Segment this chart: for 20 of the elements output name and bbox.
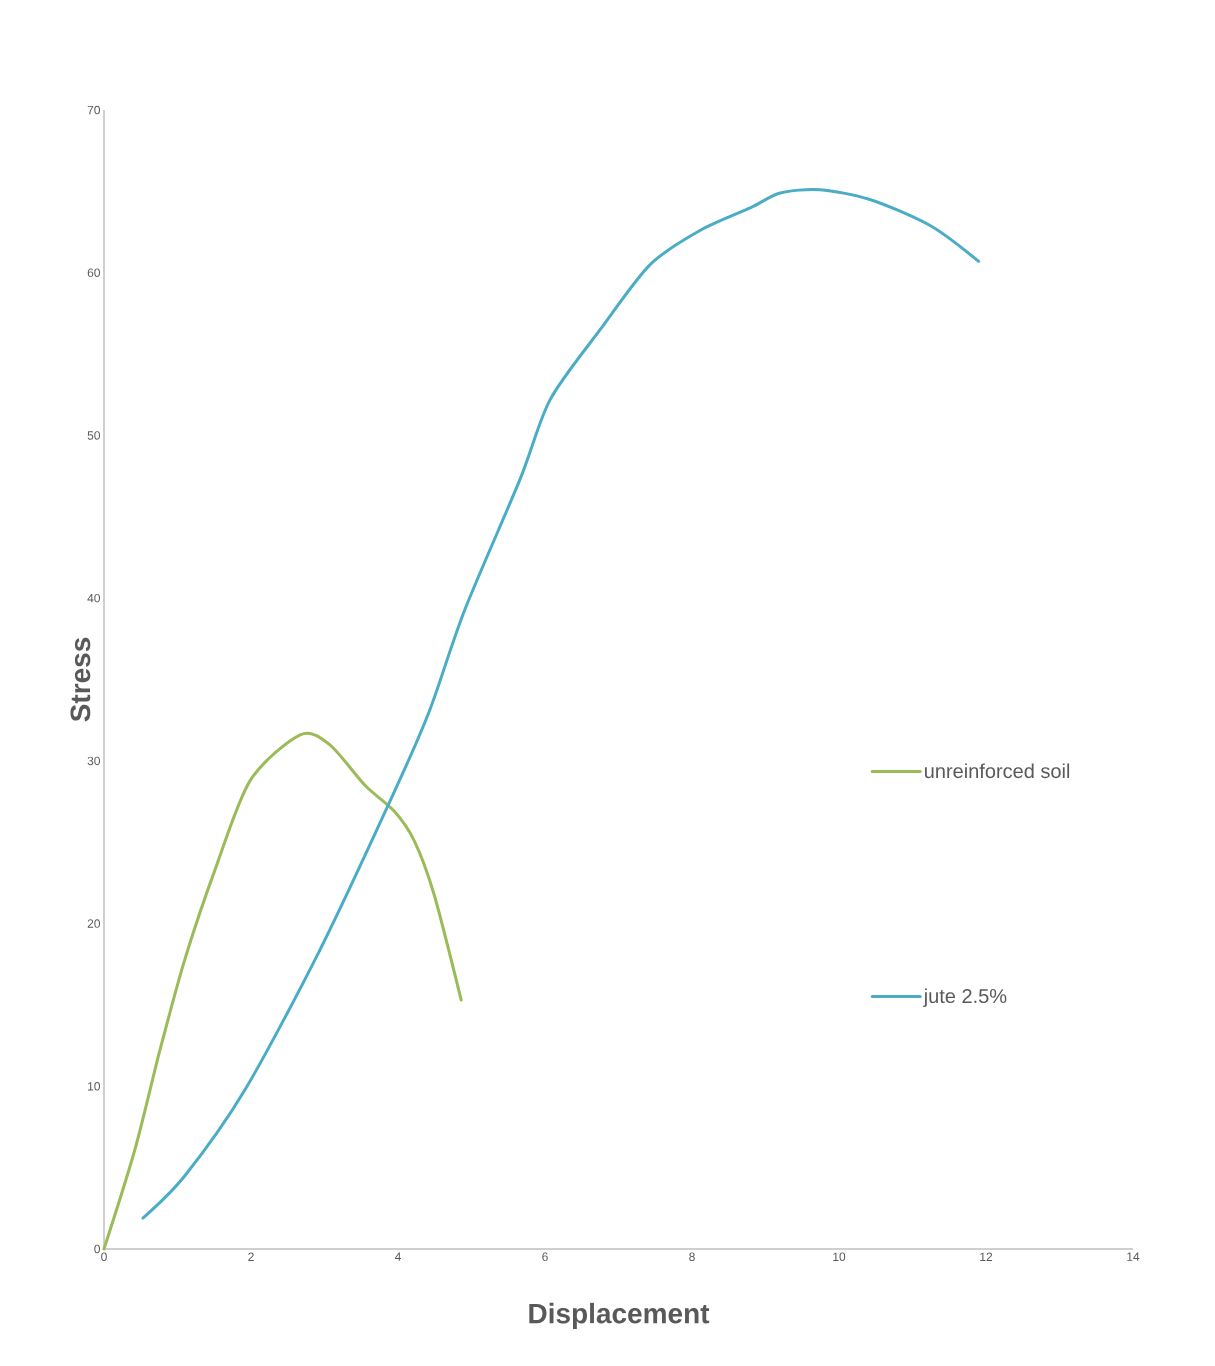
x-tick-label: 10 bbox=[833, 1252, 846, 1262]
y-tick-label: 60 bbox=[87, 268, 101, 277]
x-tick-label: 14 bbox=[1127, 1252, 1140, 1261]
x-axis-title: Displacement bbox=[529, 1302, 710, 1329]
y-tick-label: 70 bbox=[87, 105, 101, 115]
y-axis-title: Stress bbox=[70, 637, 91, 722]
y-tick-label: 0 bbox=[94, 1244, 101, 1254]
x-tick-label: 2 bbox=[248, 1252, 254, 1261]
y-tick-label: 20 bbox=[87, 919, 101, 928]
y-tick-label: 40 bbox=[87, 593, 101, 603]
legend-label: jute 2.5% bbox=[923, 988, 1007, 1008]
y-tick-label: 30 bbox=[87, 756, 101, 766]
x-tick-label: 6 bbox=[542, 1252, 548, 1262]
legend-label: unreinforced soil bbox=[925, 763, 1070, 779]
y-tick-label: 10 bbox=[88, 1082, 101, 1091]
x-tick-label: 12 bbox=[980, 1252, 993, 1261]
line-series bbox=[102, 732, 463, 1251]
x-tick-label: 4 bbox=[394, 1252, 401, 1261]
x-tick-label: 8 bbox=[689, 1252, 695, 1262]
y-tick-label: 50 bbox=[87, 431, 101, 440]
